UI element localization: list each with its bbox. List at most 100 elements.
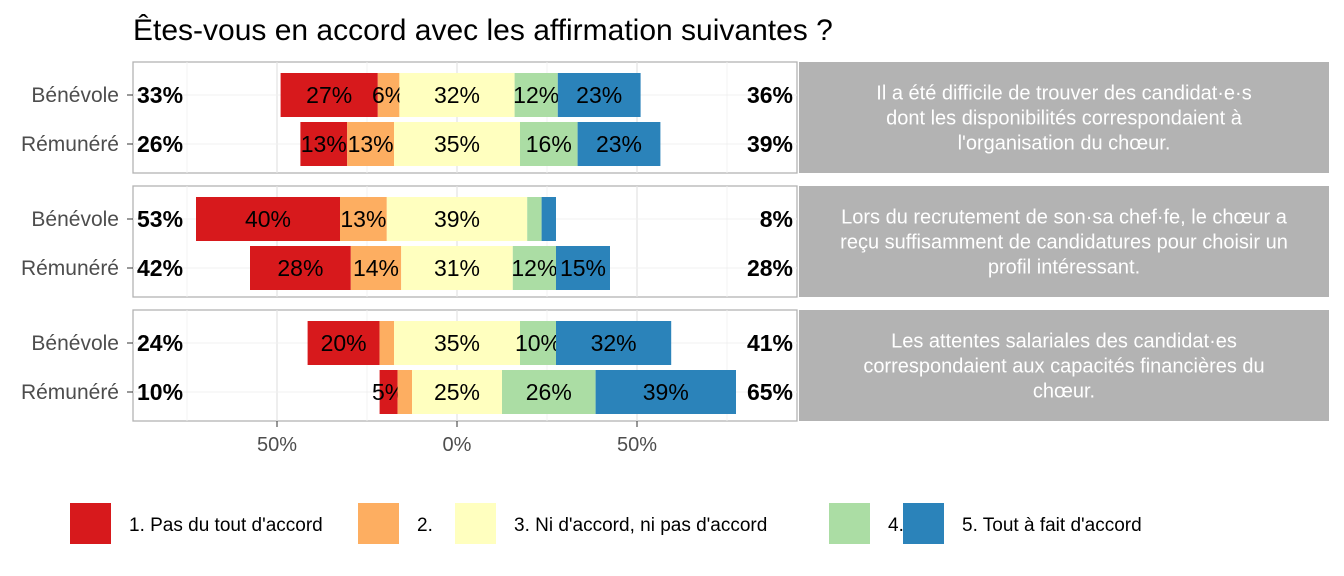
statement-text: dont les disponibilités correspondaient … [886,108,1243,130]
legend-label: 1. Pas du tout d'accord [129,515,323,536]
segment-label: 14% [353,255,399,281]
segment-label: 31% [434,255,480,281]
bar-segment [541,197,556,241]
segment-label: 23% [576,82,622,108]
segment-label: 13% [301,131,347,157]
segment-label: 20% [321,330,367,356]
segment-label: 25% [434,379,480,405]
statement-text: Les attentes salariales des candidat·es [891,331,1237,353]
bar-segment [412,370,502,414]
segment-label: 23% [596,131,642,157]
statement-text: l'organisation du chœur. [958,133,1171,155]
bar-segment [379,370,398,414]
row-label: Bénévole [31,332,119,355]
chart-panels: 27% 6% 32% 12% 23%Bénévole 33% 36%13% 13% 35% 16%… [21,61,1329,422]
segment-label: 13% [348,131,394,157]
bar-segment [399,73,515,117]
bar-segment [350,246,402,290]
segment-label: 12% [511,255,557,281]
legend-swatch [903,503,944,544]
statement-text: Lors du recrutement de son·sa chef·fe, l… [841,207,1288,229]
left-total-label: 53% [137,206,183,232]
legend-swatch [829,503,870,544]
legend-label: 4. [888,515,904,536]
segment-label: 26% [526,379,572,405]
segment-label: 40% [245,206,291,232]
bar-segment [577,122,661,166]
right-total-label: 41% [747,330,793,356]
panel: 20% 35% 10% 32%Bénévole 24% 41%5% 25% 26% 39%Rém… [21,309,1329,422]
legend-swatch [70,503,111,544]
bar-segment [300,122,348,166]
segment-label: 32% [591,330,637,356]
bar-segment [394,122,520,166]
segment-label: 35% [434,330,480,356]
segment-label: 16% [526,131,572,157]
x-axis: 50% 0% 50% [257,421,657,456]
bar-segment [379,321,394,365]
segment-label: 13% [340,206,386,232]
bar-segment [520,321,556,365]
bar-segment [377,73,400,117]
x-tick-label: 50% [257,434,297,456]
segment-label: 10% [515,330,561,356]
statement-text: chœur. [1033,381,1095,403]
statement-strip [799,62,1329,173]
legend-label: 3. Ni d'accord, ni pas d'accord [514,515,767,536]
row-label: Rémunéré [21,133,119,156]
x-tick-label: 50% [617,434,657,456]
left-total-label: 24% [137,330,183,356]
right-total-label: 65% [747,379,793,405]
legend-label: 5. Tout à fait d'accord [962,515,1142,536]
bar-segment [397,370,412,414]
bar-segment [250,246,351,290]
left-total-label: 42% [137,255,183,281]
row-label: Rémunéré [21,381,119,404]
bar-segment [595,370,736,414]
statement-strip [799,310,1329,421]
right-total-label: 28% [747,255,793,281]
left-total-label: 26% [137,131,183,157]
panel: 27% 6% 32% 12% 23%Bénévole 33% 36%13% 13% 35% 16%… [21,61,1329,174]
right-total-label: 36% [747,82,793,108]
chart-title: Êtes-vous en accord avec les affirmation… [133,14,833,47]
bar-segment [196,197,340,241]
bar-segment [280,73,378,117]
bar-segment [307,321,380,365]
row-label: Bénévole [31,84,119,107]
statement-strip [799,186,1329,297]
statement-text: Il a été difficile de trouver des candid… [876,83,1251,105]
segment-label: 35% [434,131,480,157]
segment-label: 39% [643,379,689,405]
right-total-label: 8% [760,206,793,232]
bar-segment [520,122,578,166]
left-total-label: 10% [137,379,183,405]
bar-segment [386,197,528,241]
segment-label: 12% [513,82,559,108]
right-total-label: 39% [747,131,793,157]
x-tick-label: 0% [443,434,472,456]
row-label: Bénévole [31,208,119,231]
panel: 40% 13% 39% Bénévole 53% 8% 28% 14% 31% 12% 15% Rém… [21,185,1329,298]
segment-label: 28% [277,255,323,281]
bar-segment [394,321,520,365]
bar-segment [557,73,641,117]
row-label: Rémunéré [21,257,119,280]
statement-text: correspondaient aux capacités financière… [863,356,1264,378]
legend-label: 2. [417,515,433,536]
bar-segment [512,246,556,290]
statement-text: reçu suffisamment de candidatures pour c… [840,232,1288,254]
segment-label: 39% [434,206,480,232]
bar-segment [502,370,596,414]
legend-swatch [358,503,399,544]
bar-segment [527,197,542,241]
bar-segment [347,122,394,166]
segment-label: 15% [560,255,606,281]
bar-segment [514,73,558,117]
statement-text: profil intéressant. [988,257,1140,279]
bar-segment [340,197,387,241]
legend: 1. Pas du tout d'accord 2. 3. Ni d'accord,… [70,503,1142,544]
bar-segment [556,321,672,365]
segment-label: 32% [434,82,480,108]
